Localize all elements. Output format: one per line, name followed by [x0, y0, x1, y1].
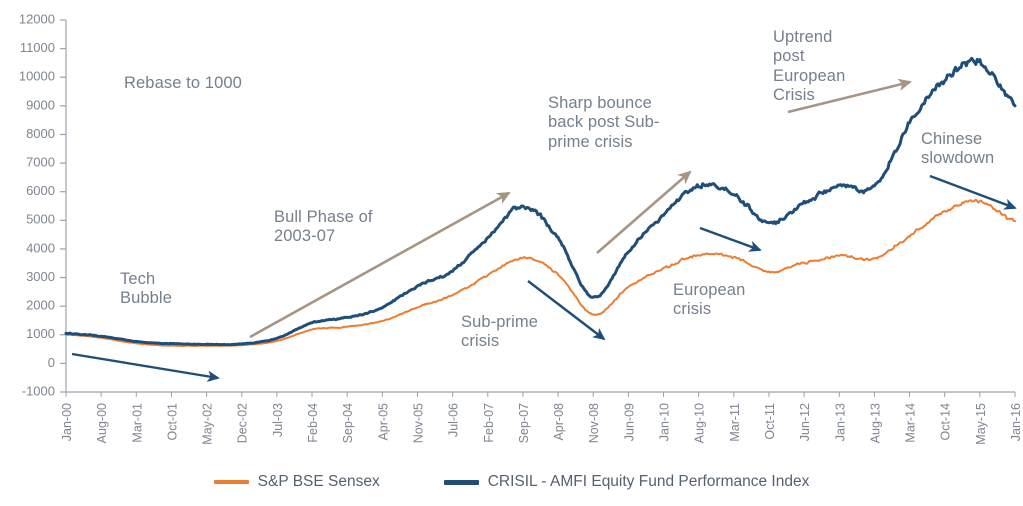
y-tick-label: 8000 — [26, 126, 55, 141]
legend-swatch-sensex — [213, 480, 249, 484]
y-tick-label: 7000 — [26, 155, 55, 170]
x-tick-label: Sep-07 — [517, 403, 531, 443]
annotation-sharp-bounce: Sharp bounce back post Sub- prime crisis — [548, 94, 660, 151]
x-tick-label: Mar-01 — [130, 403, 144, 443]
x-tick-label: Oct-11 — [763, 403, 777, 440]
x-tick-label: Mar-11 — [728, 403, 742, 442]
y-tick-label: 0 — [48, 355, 55, 370]
x-tick-label: Sep-04 — [341, 403, 355, 443]
y-tick-label: 5000 — [26, 212, 55, 227]
x-tick-label: Dec-02 — [236, 403, 250, 443]
legend-swatch-crisil — [443, 479, 479, 485]
x-tick-label: Nov-05 — [411, 403, 425, 443]
x-tick-label: Jan-00 — [60, 403, 74, 441]
annotation-arrow — [699, 226, 762, 252]
x-tick-label: Aug-13 — [868, 403, 882, 443]
y-tick-label: 11000 — [20, 40, 55, 55]
annotation-bull-phase: Bull Phase of 2003-07 — [274, 208, 373, 246]
chart-legend: S&P BSE Sensex CRISIL - AMFI Equity Fund… — [0, 466, 1023, 498]
y-tick-label: 2000 — [26, 298, 55, 313]
x-tick-label: Oct-01 — [165, 403, 179, 441]
x-tick-label: May-15 — [974, 403, 988, 445]
y-tick-label: 10000 — [19, 69, 55, 84]
x-tick-label: Jul-03 — [271, 403, 285, 437]
annotation-arrow — [929, 174, 1017, 210]
x-tick-label: Jan-13 — [833, 403, 847, 441]
y-tick-label: 9000 — [26, 97, 55, 112]
x-tick-label: Apr-05 — [376, 403, 390, 441]
annotation-arrow — [596, 170, 692, 254]
x-tick-label: Mar-14 — [904, 403, 918, 443]
annotation-rebase: Rebase to 1000 — [124, 74, 242, 92]
x-tick-label: Feb-07 — [482, 403, 496, 443]
series-line-sensex — [65, 198, 1016, 347]
y-tick-label: 1000 — [26, 326, 55, 341]
y-tick-label: 12000 — [19, 11, 55, 26]
y-tick-label: 3000 — [26, 269, 55, 284]
annotation-arrow — [71, 352, 220, 382]
x-tick-label: Jan-16 — [1009, 403, 1023, 441]
x-tick-label: Nov-08 — [587, 403, 601, 443]
y-tick-label: 6000 — [26, 183, 55, 198]
annotation-arrow — [249, 191, 511, 339]
annotation-arrow — [787, 78, 912, 114]
x-tick-label: Jun-09 — [622, 403, 636, 441]
annotation-tech-bubble: Tech Bubble — [120, 270, 172, 308]
x-tick-label: Oct-14 — [939, 403, 953, 441]
x-tick-label: Aug-10 — [693, 403, 707, 443]
annotation-subprime: Sub-prime crisis — [461, 313, 539, 351]
legend-label-sensex: S&P BSE Sensex — [257, 473, 380, 490]
annotation-chinese-slowdown: Chinese slowdown — [921, 130, 995, 168]
legend-label-crisil: CRISIL - AMFI Equity Fund Performance In… — [487, 473, 810, 490]
x-tick-label: Jun-12 — [798, 403, 812, 441]
annotation-uptrend: Uptrend post European Crisis — [773, 28, 846, 105]
legend-item-crisil[interactable]: CRISIL - AMFI Equity Fund Performance In… — [443, 473, 810, 491]
x-tick-label: Jul-06 — [447, 403, 461, 437]
y-tick-label: -1000 — [22, 383, 55, 398]
x-tick-label: Jan-10 — [658, 403, 672, 441]
y-tick-label: 4000 — [26, 240, 55, 255]
x-tick-label: Apr-08 — [552, 403, 566, 441]
x-tick-label: Aug-00 — [95, 403, 109, 443]
annotation-arrow — [527, 280, 606, 341]
series-line-crisil — [64, 56, 1017, 347]
annotation-european-crisis: European crisis — [673, 281, 746, 319]
x-tick-label: Feb-04 — [306, 403, 320, 443]
x-tick-label: May-02 — [201, 403, 215, 445]
legend-item-sensex[interactable]: S&P BSE Sensex — [213, 473, 380, 491]
